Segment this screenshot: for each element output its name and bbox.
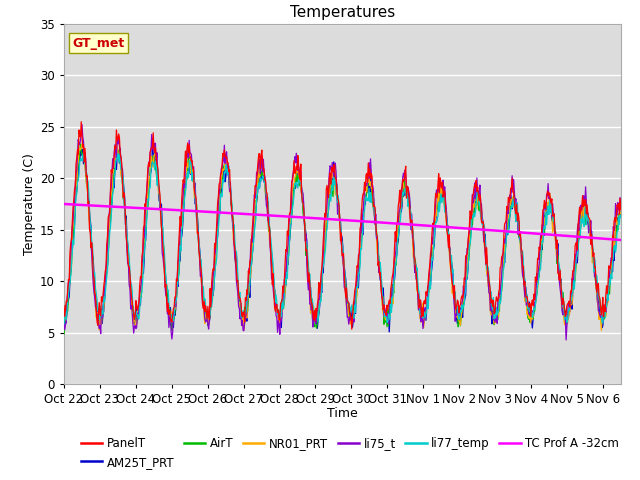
Legend: PanelT, AM25T_PRT, AirT, NR01_PRT, li75_t, li77_temp, TC Prof A -32cm: PanelT, AM25T_PRT, AirT, NR01_PRT, li75_… — [81, 437, 620, 468]
Y-axis label: Temperature (C): Temperature (C) — [23, 153, 36, 255]
X-axis label: Time: Time — [327, 408, 358, 420]
Title: Temperatures: Temperatures — [290, 5, 395, 20]
Text: GT_met: GT_met — [72, 36, 125, 49]
